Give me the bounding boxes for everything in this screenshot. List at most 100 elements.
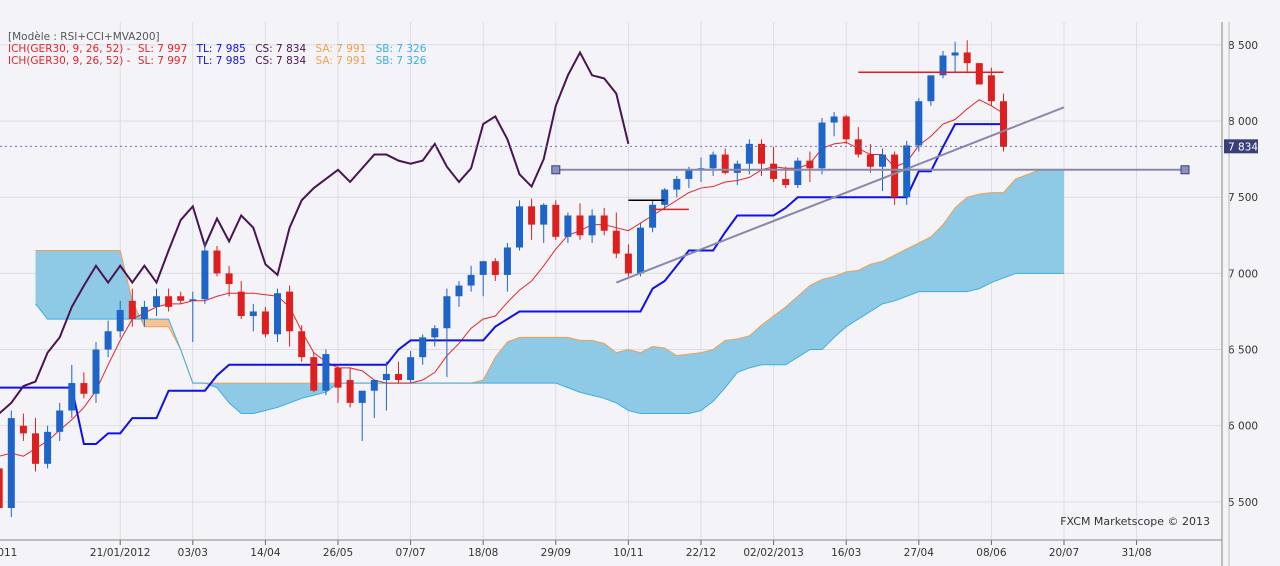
candle-bullish[interactable]	[7, 418, 15, 509]
candle-bullish[interactable]	[419, 337, 427, 358]
level-handle[interactable]	[551, 165, 561, 175]
candle-bearish[interactable]	[19, 425, 27, 434]
candle-bullish[interactable]	[709, 154, 717, 169]
candle-bearish[interactable]	[806, 160, 814, 169]
candle-bearish[interactable]	[177, 296, 185, 301]
y-tick-label: 6 000	[1228, 421, 1258, 433]
candle-bullish[interactable]	[540, 204, 548, 225]
candle-bullish[interactable]	[382, 373, 390, 381]
candle-bullish[interactable]	[116, 309, 124, 332]
candle-bullish[interactable]	[915, 101, 923, 146]
legend-tl: TL: 7 985	[196, 43, 246, 55]
trendline[interactable]	[615, 106, 1065, 284]
candle-bullish[interactable]	[903, 145, 911, 198]
legend-line-1: ICH(GER30, 9, 26, 52) - SL: 7 997 TL: 7 …	[8, 43, 427, 55]
candle-bearish[interactable]	[866, 154, 874, 167]
candle-bearish[interactable]	[80, 383, 88, 394]
legend-line-2: ICH(GER30, 9, 26, 52) - SL: 7 997 TL: 7 …	[8, 55, 427, 67]
drawing-tools[interactable]	[0, 71, 1222, 284]
candle-bullish[interactable]	[407, 357, 415, 381]
candle-bearish[interactable]	[165, 296, 173, 307]
candle-bearish[interactable]	[0, 468, 3, 509]
candle-bullish[interactable]	[673, 178, 681, 190]
candle-bearish[interactable]	[491, 261, 499, 275]
candle-bullish[interactable]	[939, 55, 947, 76]
candle-bullish[interactable]	[879, 154, 886, 167]
candle-bullish[interactable]	[189, 299, 197, 301]
candle-bearish[interactable]	[721, 154, 729, 173]
candle-bullish[interactable]	[370, 380, 378, 391]
candle-bearish[interactable]	[782, 178, 790, 186]
candle-bullish[interactable]	[249, 311, 257, 317]
candle-bullish[interactable]	[649, 204, 657, 228]
candle-bearish[interactable]	[1000, 101, 1007, 147]
candle-bullish[interactable]	[927, 75, 935, 102]
candle-bearish[interactable]	[891, 154, 899, 198]
candle-bearish[interactable]	[624, 253, 632, 274]
candle-bullish[interactable]	[794, 160, 802, 186]
candle-bullish[interactable]	[479, 261, 487, 275]
candle-bearish[interactable]	[298, 331, 306, 358]
legend-cs: CS: 7 834	[255, 43, 306, 55]
candle-bearish[interactable]	[310, 357, 318, 391]
legend-prefix: ICH(GER30, 9, 26, 52) -	[8, 55, 131, 67]
candle-bullish[interactable]	[140, 306, 148, 320]
level-handle[interactable]	[1180, 165, 1190, 175]
candle-bullish[interactable]	[56, 410, 64, 432]
candle-bearish[interactable]	[32, 433, 39, 464]
candle-bullish[interactable]	[153, 296, 160, 307]
candle-bearish[interactable]	[987, 75, 995, 102]
candle-bearish[interactable]	[346, 380, 354, 403]
candle-bullish[interactable]	[92, 349, 100, 394]
x-tick-label: 29/09	[541, 547, 571, 559]
candle-bullish[interactable]	[564, 215, 572, 237]
candle-bullish[interactable]	[685, 169, 693, 179]
candle-bearish[interactable]	[334, 367, 342, 388]
candle-bullish[interactable]	[745, 143, 753, 164]
candle-bullish[interactable]	[818, 122, 826, 169]
candle-bullish[interactable]	[661, 189, 669, 205]
candle-bullish[interactable]	[443, 296, 451, 329]
candle-bullish[interactable]	[830, 116, 838, 123]
candlesticks[interactable]	[0, 40, 1007, 520]
candle-bullish[interactable]	[951, 52, 959, 56]
candle-bearish[interactable]	[963, 52, 971, 64]
candle-bearish[interactable]	[552, 204, 560, 237]
candle-bullish[interactable]	[322, 354, 330, 391]
candle-bullish[interactable]	[358, 390, 366, 403]
senkou-span-a-line	[35, 169, 1064, 384]
candle-bullish[interactable]	[44, 431, 52, 464]
x-tick-label: 07/07	[395, 547, 425, 559]
candle-bullish[interactable]	[274, 293, 281, 335]
candle-bullish[interactable]	[467, 274, 475, 286]
candle-bearish[interactable]	[612, 230, 620, 254]
candle-bullish[interactable]	[201, 250, 209, 300]
candle-bearish[interactable]	[842, 116, 850, 140]
legend-sl: SL: 7 997	[138, 43, 187, 55]
candle-bearish[interactable]	[286, 291, 294, 332]
x-tick-label: 18/08	[468, 547, 498, 559]
candle-bullish[interactable]	[637, 227, 644, 274]
candle-bullish[interactable]	[455, 285, 463, 297]
candle-bearish[interactable]	[213, 250, 221, 274]
candle-bearish[interactable]	[237, 291, 245, 317]
candle-bullish[interactable]	[68, 383, 76, 411]
candle-bullish[interactable]	[104, 331, 112, 350]
candle-bearish[interactable]	[600, 215, 608, 231]
candle-bearish[interactable]	[770, 163, 778, 179]
candle-bearish[interactable]	[576, 215, 584, 236]
candle-bullish[interactable]	[733, 163, 741, 173]
candle-bearish[interactable]	[528, 206, 536, 225]
candle-bullish[interactable]	[588, 215, 596, 236]
candle-bullish[interactable]	[431, 328, 439, 338]
candle-bearish[interactable]	[395, 373, 402, 381]
candle-bearish[interactable]	[128, 300, 136, 320]
candle-bearish[interactable]	[854, 139, 862, 155]
candle-bearish[interactable]	[261, 311, 269, 335]
candle-bearish[interactable]	[225, 273, 233, 285]
candle-bullish[interactable]	[516, 206, 523, 248]
candle-bullish[interactable]	[503, 247, 511, 275]
candle-bearish[interactable]	[975, 63, 983, 85]
candle-bearish[interactable]	[758, 143, 765, 164]
